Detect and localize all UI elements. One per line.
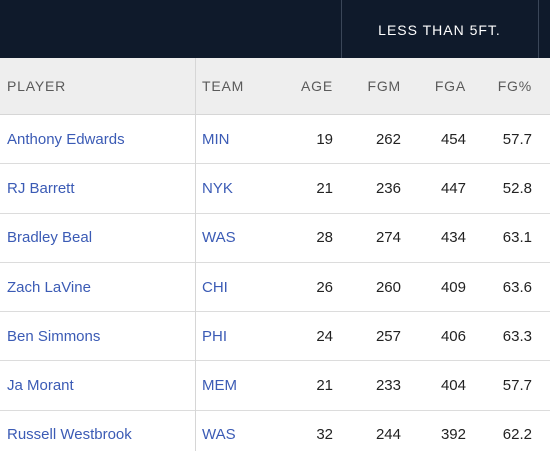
table-row: Anthony Edwards MIN 19 262 454 57.7 — [0, 115, 550, 165]
table-row: Russell Westbrook WAS 32 244 392 62.2 — [0, 410, 550, 451]
fga-cell: 447 — [440, 179, 466, 197]
age-cell: 24 — [316, 327, 333, 345]
group-divider — [538, 0, 539, 58]
fg-pct-cell: 62.2 — [502, 426, 532, 444]
fg-pct-cell: 63.3 — [502, 327, 532, 345]
table-row: Ben Simmons PHI 24 257 406 63.3 — [0, 312, 550, 362]
column-header-player[interactable]: PLAYER — [7, 78, 67, 94]
player-link[interactable]: Zach LaVine — [7, 278, 91, 296]
fgm-cell: 262 — [375, 130, 401, 148]
group-header-bar: LESS THAN 5FT. — [0, 0, 550, 58]
table-row: Ja Morant MEM 21 233 404 57.7 — [0, 361, 550, 411]
fga-cell: 454 — [440, 130, 466, 148]
fga-cell: 392 — [440, 426, 466, 444]
age-cell: 21 — [316, 377, 333, 395]
player-link[interactable]: Anthony Edwards — [7, 130, 125, 148]
player-link[interactable]: Russell Westbrook — [7, 426, 132, 444]
column-header-age[interactable]: AGE — [301, 78, 333, 94]
group-header-label: LESS THAN 5FT. — [378, 22, 501, 38]
column-header-fga[interactable]: FGA — [434, 78, 466, 94]
fgm-cell: 260 — [375, 278, 401, 296]
team-link[interactable]: CHI — [202, 278, 228, 296]
fg-pct-cell: 63.1 — [502, 229, 532, 247]
fga-cell: 409 — [440, 278, 466, 296]
column-header-fg-pct[interactable]: FG% — [497, 78, 532, 94]
fga-cell: 406 — [440, 327, 466, 345]
team-link[interactable]: PHI — [202, 327, 228, 345]
fgm-cell: 274 — [375, 229, 401, 247]
age-cell: 32 — [316, 426, 333, 444]
fgm-cell: 244 — [375, 426, 401, 444]
column-header-team[interactable]: TEAM — [202, 78, 245, 94]
age-cell: 19 — [316, 130, 333, 148]
table-row: RJ Barrett NYK 21 236 447 52.8 — [0, 164, 550, 214]
fg-pct-cell: 63.6 — [502, 278, 532, 296]
fga-cell: 404 — [440, 377, 466, 395]
column-header-fgm[interactable]: FGM — [367, 78, 401, 94]
fg-pct-cell: 57.7 — [502, 130, 532, 148]
age-cell: 21 — [316, 179, 333, 197]
table-body: Anthony Edwards MIN 19 262 454 57.7 RJ B… — [0, 115, 550, 451]
fgm-cell: 236 — [375, 179, 401, 197]
fg-pct-cell: 57.7 — [502, 377, 532, 395]
team-link[interactable]: WAS — [202, 426, 236, 444]
group-divider — [341, 0, 342, 58]
column-divider — [195, 58, 196, 451]
team-link[interactable]: MEM — [202, 377, 237, 395]
player-link[interactable]: Ben Simmons — [7, 327, 101, 345]
column-header-row: PLAYER TEAM AGE FGM FGA FG% — [0, 58, 550, 115]
fga-cell: 434 — [440, 229, 466, 247]
team-link[interactable]: NYK — [202, 179, 233, 197]
table-row: Zach LaVine CHI 26 260 409 63.6 — [0, 262, 550, 313]
table-row: Bradley Beal WAS 28 274 434 63.1 — [0, 213, 550, 263]
player-link[interactable]: Ja Morant — [7, 377, 74, 395]
player-link[interactable]: RJ Barrett — [7, 179, 75, 197]
fgm-cell: 233 — [375, 377, 401, 395]
team-link[interactable]: MIN — [202, 130, 230, 148]
team-link[interactable]: WAS — [202, 229, 236, 247]
fgm-cell: 257 — [375, 327, 401, 345]
age-cell: 28 — [316, 229, 333, 247]
fg-pct-cell: 52.8 — [502, 179, 532, 197]
age-cell: 26 — [316, 278, 333, 296]
player-link[interactable]: Bradley Beal — [7, 229, 93, 247]
